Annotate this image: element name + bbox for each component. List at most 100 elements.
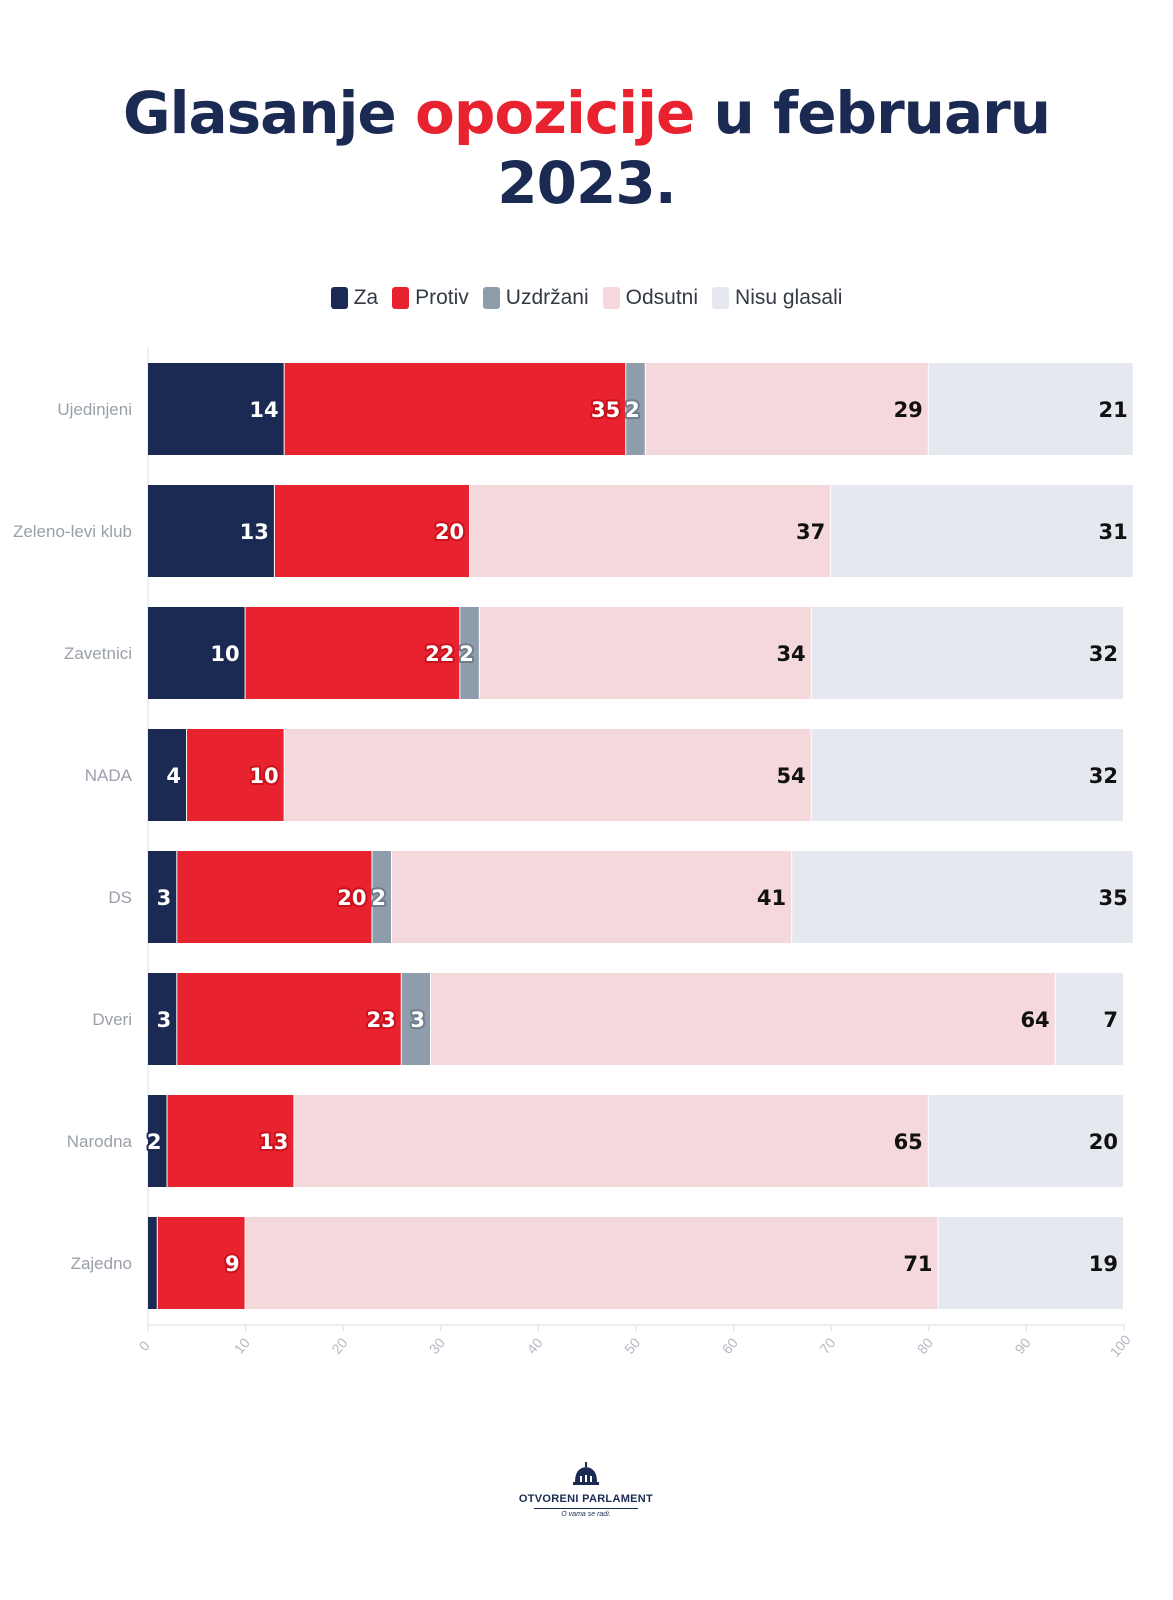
bar-segment [148, 851, 177, 943]
bar-segment [372, 851, 391, 943]
bar-segment [928, 363, 1133, 455]
bar-segment [148, 607, 245, 699]
x-tick-label: 30 [426, 1335, 448, 1357]
data-label: 34 [776, 642, 805, 666]
bar-segment [431, 973, 1055, 1065]
legend-label: Uzdržani [505, 286, 589, 309]
data-label: 13 [259, 1130, 288, 1154]
bar-segment [187, 729, 284, 821]
logo-tagline: O vama se radi. [561, 1511, 611, 1518]
legend-label: Za [353, 286, 379, 309]
x-tick-label: 60 [719, 1335, 741, 1357]
bar-segment [479, 607, 811, 699]
category-label: Narodna [67, 1132, 133, 1151]
bar-segment [148, 729, 187, 821]
title-year: 2023. [497, 149, 676, 217]
data-label: 20 [435, 520, 464, 544]
bar-segment [460, 607, 479, 699]
data-label: 2 [625, 398, 640, 422]
chart-title: Glasanje opozicije u februaru 2023. [0, 78, 1173, 218]
data-label: 19 [1089, 1252, 1118, 1276]
data-label: 10 [210, 642, 239, 666]
data-label: 32 [1089, 764, 1118, 788]
bar-segment [177, 851, 372, 943]
category-label: NADA [85, 766, 133, 785]
data-label: 54 [776, 764, 805, 788]
chart-legend: Za Protiv Uzdržani Odsutni Nisu glasali [0, 286, 1173, 310]
x-tick-label: 40 [523, 1335, 545, 1357]
x-tick-label: 10 [231, 1335, 253, 1357]
parliament-dome-icon [573, 1462, 599, 1485]
title-accent: opozicije [414, 79, 695, 147]
data-label: 3 [410, 1008, 425, 1032]
x-tick-label: 0 [136, 1338, 153, 1354]
data-label: 29 [894, 398, 923, 422]
bar-segment [284, 729, 811, 821]
data-label: 2 [459, 642, 474, 666]
data-label: 4 [166, 764, 181, 788]
bar-segment [392, 851, 792, 943]
legend-item: Odsutni [602, 286, 699, 310]
title-part-1: Glasanje [122, 79, 415, 147]
legend-label: Nisu glasali [735, 286, 843, 309]
bar-segment [245, 607, 460, 699]
x-tick-label: 100 [1107, 1332, 1134, 1360]
legend-item: Uzdržani [482, 286, 589, 310]
legend-swatch [482, 287, 500, 309]
data-label: 14 [249, 398, 278, 422]
bar-segment [938, 1217, 1123, 1309]
otvoreni-parlament-logo: OTVORENI PARLAMENT O vama se radi. [486, 1462, 686, 1532]
category-label: Dveri [92, 1010, 132, 1029]
bar-segment [831, 485, 1133, 577]
data-label: 22 [425, 642, 454, 666]
bar-segment [284, 363, 626, 455]
bar-segment [470, 485, 831, 577]
data-label: 37 [796, 520, 825, 544]
logo-name: OTVORENI PARLAMENT [518, 1493, 654, 1505]
x-tick-label: 20 [328, 1335, 350, 1357]
bar-segment [792, 851, 1133, 943]
bar-segment [928, 1095, 1123, 1187]
bar-segment [245, 1217, 938, 1309]
x-tick-label: 70 [816, 1335, 838, 1357]
legend-swatch [712, 287, 730, 309]
x-tick-label: 90 [1011, 1335, 1033, 1357]
bar-segment [148, 363, 284, 455]
data-label: 2 [371, 886, 386, 910]
bar-segment [274, 485, 470, 577]
title-part-2: u februaru [694, 79, 1052, 147]
legend-item: Protiv [392, 286, 469, 310]
data-label: 65 [894, 1130, 923, 1154]
bar-segment [148, 1095, 167, 1187]
legend-label: Odsutni [625, 286, 699, 309]
bar-segment [157, 1217, 245, 1309]
data-label: 35 [1099, 886, 1128, 910]
bar-segment [148, 1217, 157, 1309]
data-label: 10 [249, 764, 278, 788]
category-label: DS [108, 888, 132, 907]
bar-segment [626, 363, 645, 455]
data-label: 20 [337, 886, 366, 910]
x-tick-label: 50 [621, 1335, 643, 1357]
bar-segment [167, 1095, 294, 1187]
data-label: 13 [240, 520, 269, 544]
legend-item: Nisu glasali [712, 286, 842, 310]
data-label: 3 [157, 1008, 172, 1032]
logo-divider [534, 1508, 638, 1509]
bar-segment [1055, 973, 1123, 1065]
data-label: 2 [147, 1130, 162, 1154]
bar-segment [294, 1095, 928, 1187]
data-label: 32 [1089, 642, 1118, 666]
data-label: 21 [1099, 398, 1128, 422]
legend-swatch [392, 287, 410, 309]
data-label: 9 [225, 1252, 240, 1276]
data-label: 35 [591, 398, 620, 422]
category-label: Zajedno [71, 1254, 132, 1273]
bar-segment [645, 363, 928, 455]
bar-segment [401, 973, 431, 1065]
data-label: 7 [1103, 1008, 1118, 1032]
data-label: 20 [1089, 1130, 1118, 1154]
legend-label: Protiv [415, 286, 469, 309]
bar-segment [811, 607, 1123, 699]
